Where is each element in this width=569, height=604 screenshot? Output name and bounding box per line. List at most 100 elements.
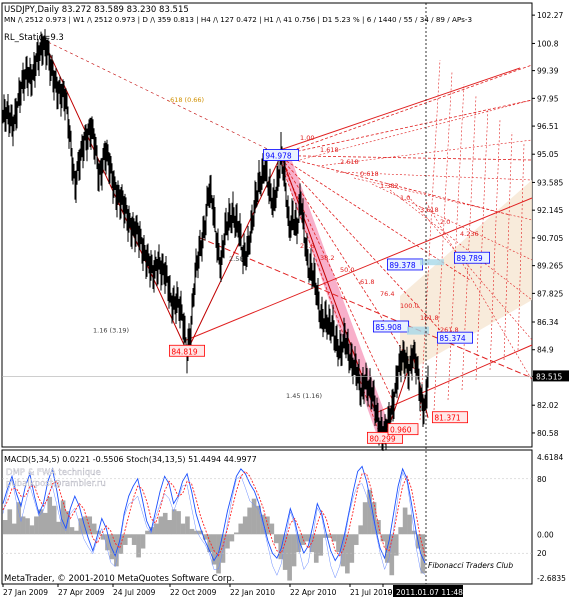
grid-line [335, 171, 533, 181]
indicator-tick-label: 0.00 [537, 530, 554, 539]
macd-histogram-bar [282, 534, 288, 570]
macd-histogram-bar [145, 530, 150, 535]
macd-histogram-bar [313, 534, 319, 563]
macd-histogram-bar [162, 512, 168, 535]
fan-ray [277, 155, 533, 161]
macd-histogram-bar [331, 534, 337, 542]
indicator-tick-label: -2.6835 [537, 574, 566, 583]
fan-label: 50.0 [340, 266, 354, 274]
macd-histogram-bar [220, 534, 226, 563]
cursor-time-box [393, 585, 463, 597]
level-label: 85.908 [375, 323, 401, 332]
level-label: 81.371 [434, 414, 460, 423]
stoch-main-line [2, 465, 426, 564]
current-price-box [533, 370, 569, 382]
fan-label: 161.8 [420, 314, 439, 322]
fan-label: 0.618 [360, 170, 379, 178]
macd-histogram-bar [171, 509, 177, 535]
time-tick-label: 21 Jul 2010 [350, 588, 393, 597]
macd-histogram-bar [29, 525, 35, 535]
level-box [436, 331, 473, 344]
macd-histogram-bar [398, 527, 403, 535]
macd-histogram-bar [300, 534, 306, 545]
price-tick-label: 84.9 [537, 346, 554, 355]
price-tick-label: 92.145 [537, 206, 563, 215]
macd-histogram-bar [278, 534, 284, 560]
level-box [431, 411, 468, 424]
macd-histogram-bar [402, 507, 408, 535]
grid-line [447, 83, 465, 401]
price-tick-label: 93.585 [537, 178, 563, 187]
background-layer [1, 2, 533, 585]
fan-label: 1.382 [380, 182, 399, 190]
macd-histogram-bar [34, 516, 39, 535]
price-tick-label: 82.02 [537, 401, 559, 410]
macd-histogram-bar [273, 534, 279, 544]
macd-histogram-bar [305, 534, 310, 542]
macd-histogram-bar [176, 511, 181, 535]
level-label: 84.819 [171, 347, 197, 356]
level-label: 80.299 [369, 434, 395, 443]
price-tick-label: 97.95 [537, 94, 559, 103]
price-tick-label: 90.705 [537, 234, 563, 243]
time-tick-label: 22 Apr 2010 [290, 588, 337, 597]
median-line [199, 237, 533, 379]
macd-histogram-bar [207, 534, 212, 553]
macd-histogram-bar [287, 534, 292, 581]
club-footer: Fibonacci Traders Club [428, 561, 513, 570]
macd-histogram-bar [242, 516, 248, 535]
time-tick-label: 24 Jul 2009 [113, 588, 156, 597]
copyright-footer: MetaTrader, © 2001-2010 MetaQuotes Softw… [4, 574, 234, 584]
macd-histogram-bar [47, 496, 53, 535]
fan-ray [277, 155, 416, 371]
macd-histogram-bar [420, 534, 426, 574]
current-price-label: 83.515 [536, 372, 562, 381]
macd-histogram-bar [3, 520, 8, 535]
projection-zone [400, 180, 532, 376]
stoch-aux-line [2, 471, 426, 579]
grid-line [353, 177, 533, 221]
macd-histogram-bar [127, 534, 133, 538]
stoch-signal-line [2, 470, 426, 557]
macd-histogram-bar [389, 534, 395, 576]
time-tick-label: 19 O [383, 588, 401, 597]
macd-histogram-bar [131, 534, 137, 545]
macd-histogram-bar [154, 523, 159, 535]
ratio-annotation: .618 (0.66) [168, 96, 204, 104]
level-label: 89.378 [389, 261, 415, 270]
quote-header: USDJPY,Daily 83.272 83.589 83.230 83.515 [4, 5, 189, 15]
macd-histogram-bar [140, 534, 146, 549]
price-tick-label: 99.39 [537, 67, 559, 76]
macd-histogram-bar [100, 534, 106, 540]
price-tick-label: 86.34 [537, 318, 559, 327]
macd-histogram-bar [42, 512, 48, 535]
macd-histogram-bar [189, 528, 195, 535]
macd-histogram-bar [16, 502, 21, 535]
level-box [453, 251, 490, 264]
macd-histogram-bar [349, 534, 355, 563]
macd-histogram-bar [229, 534, 235, 542]
price-panel [1, 2, 533, 448]
macd-histogram-bar [167, 520, 172, 535]
macd-histogram-bar [82, 516, 88, 535]
macd-histogram-bar [158, 516, 164, 535]
target-zone [407, 326, 429, 335]
cursor-time-label: 2011.01.07 11:48 [396, 588, 463, 597]
indicator-tick-label: 4.6184 [537, 453, 563, 462]
grid-line [489, 119, 501, 371]
macd-histogram-bar [233, 532, 239, 535]
target-zone [420, 259, 444, 266]
fan-label: 1.0 [400, 194, 410, 202]
macd-histogram-bar [238, 523, 244, 535]
ratio-annotation: 1.45 (1.16) [286, 392, 322, 400]
grid-line [475, 107, 489, 381]
grid-line [433, 71, 453, 411]
indicator-text-2: pubalkpost@rambler.ru [6, 479, 106, 489]
macd-histogram-bar [180, 523, 186, 535]
grid-line [419, 59, 441, 421]
channel-line [279, 67, 521, 151]
macd-histogram-bar [11, 523, 17, 535]
macd-histogram-bar [247, 507, 252, 535]
